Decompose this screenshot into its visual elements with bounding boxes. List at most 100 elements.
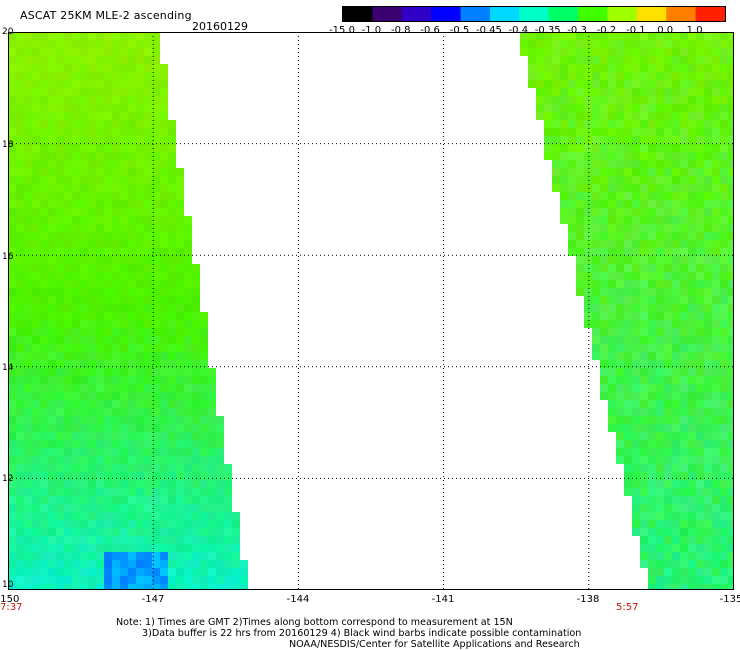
swath-cell [672, 104, 680, 112]
swath-cell [616, 224, 624, 232]
swath-cell [688, 280, 696, 288]
swath-cell [176, 168, 184, 176]
swath-cell [688, 72, 696, 80]
swath-cell [208, 488, 216, 496]
swath-cell [176, 288, 184, 296]
swath-cell [16, 144, 24, 152]
swath-cell [704, 416, 712, 424]
swath-cell [160, 480, 168, 488]
swath-cell [152, 320, 160, 328]
swath-cell [632, 104, 640, 112]
swath-cell [720, 528, 728, 536]
swath-cell [8, 480, 16, 488]
swath-cell [696, 72, 704, 80]
swath-cell [24, 264, 32, 272]
swath-cell [160, 328, 168, 336]
swath-cell [16, 192, 24, 200]
swath-cell [728, 264, 734, 272]
swath-cell [176, 296, 184, 304]
swath-cell [48, 112, 56, 120]
colorbar-tick-label: -0.5 [449, 25, 470, 36]
swath-cell [704, 96, 712, 104]
swath-cell [240, 576, 248, 584]
swath-cell [80, 480, 88, 488]
swath-cell [64, 416, 72, 424]
swath-cell [616, 336, 624, 344]
swath-cell [200, 544, 208, 552]
swath-cell [144, 384, 152, 392]
swath-cell [712, 32, 720, 40]
swath-cell [48, 512, 56, 520]
swath-cell [712, 528, 720, 536]
swath-cell [704, 344, 712, 352]
swath-cell [696, 184, 704, 192]
swath-cell [40, 552, 48, 560]
swath-cell [96, 504, 104, 512]
swath-cell [32, 120, 40, 128]
swath-cell [688, 184, 696, 192]
swath-cell [600, 368, 608, 376]
swath-cell [720, 392, 728, 400]
swath-cell [88, 504, 96, 512]
swath-cell [680, 120, 688, 128]
swath-cell [624, 400, 632, 408]
swath-cell [80, 512, 88, 520]
swath-cell [120, 256, 128, 264]
swath-cell [704, 272, 712, 280]
swath-cell [24, 224, 32, 232]
swath-cell [640, 504, 648, 512]
swath-cell [152, 56, 160, 64]
swath-cell [600, 40, 608, 48]
swath-cell [616, 80, 624, 88]
swath-cell [696, 552, 704, 560]
swath-cell [80, 488, 88, 496]
swath-cell [120, 472, 128, 480]
swath-cell [160, 272, 168, 280]
swath-cell [664, 424, 672, 432]
swath-cell [56, 520, 64, 528]
swath-cell [648, 216, 656, 224]
swath-cell [96, 432, 104, 440]
swath-cell [680, 400, 688, 408]
swath-cell [80, 552, 88, 560]
swath-cell [208, 368, 216, 376]
swath-cell [624, 408, 632, 416]
swath-cell [184, 472, 192, 480]
swath-cell [160, 184, 168, 192]
swath-cell [632, 488, 640, 496]
swath-cell [104, 40, 112, 48]
swath-cell [64, 384, 72, 392]
swath-cell [64, 48, 72, 56]
swath-cell [632, 296, 640, 304]
swath-cell [192, 408, 200, 416]
swath-cell [32, 176, 40, 184]
swath-cell [616, 272, 624, 280]
swath-cell [24, 480, 32, 488]
swath-cell [632, 504, 640, 512]
swath-cell [688, 128, 696, 136]
swath-cell [168, 552, 176, 560]
swath-cell [664, 280, 672, 288]
swath-cell [16, 80, 24, 88]
swath-cell [120, 352, 128, 360]
swath-cell [728, 488, 734, 496]
swath-cell [176, 240, 184, 248]
swath-cell [648, 64, 656, 72]
swath-cell [656, 40, 664, 48]
swath-cell [8, 424, 16, 432]
swath-cell [136, 552, 144, 560]
swath-cell [560, 96, 568, 104]
swath-cell [192, 296, 200, 304]
swath-cell [64, 280, 72, 288]
swath-cell [688, 584, 696, 590]
swath-cell [88, 464, 96, 472]
swath-cell [88, 56, 96, 64]
swath-cell [8, 384, 16, 392]
swath-cell [184, 320, 192, 328]
swath-cell [32, 144, 40, 152]
swath-cell [656, 416, 664, 424]
swath-cell [120, 64, 128, 72]
swath-cell [704, 280, 712, 288]
swath-cell [120, 168, 128, 176]
swath-cell [664, 320, 672, 328]
